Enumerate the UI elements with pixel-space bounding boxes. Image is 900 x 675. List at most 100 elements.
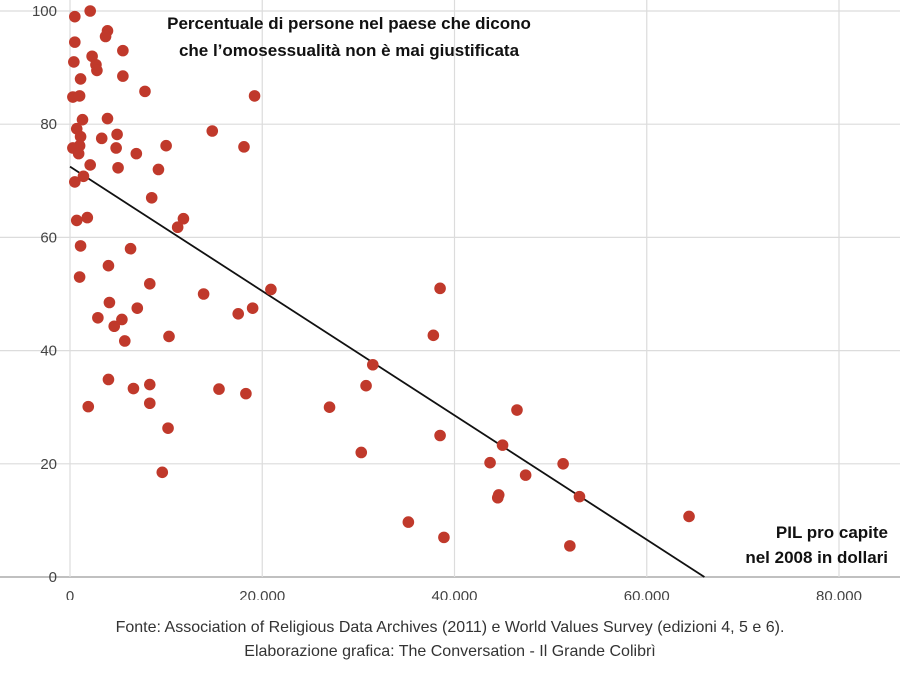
data-point	[124, 242, 137, 255]
tick-labels: 0 20 40 60 80 100 0 20.000 40.000 60.000 80.000	[32, 3, 862, 600]
y-tick-label: 20	[40, 456, 57, 473]
data-point	[127, 382, 140, 395]
source-line-1: Fonte: Association of Religious Data Arc…	[115, 619, 785, 636]
data-point	[111, 128, 123, 141]
x-tick-label: 80.000	[816, 588, 862, 600]
data-point	[73, 90, 86, 102]
grid-lines	[0, 0, 900, 578]
data-point	[99, 30, 112, 43]
data-point	[69, 36, 81, 48]
trendline-layer	[69, 165, 705, 578]
x-axis-label-line: nel 2008 in dollari	[745, 548, 888, 567]
data-point	[434, 429, 446, 442]
data-point	[511, 404, 523, 416]
annotations: Percentuale di persone nel paese che dic…	[167, 14, 888, 567]
y-tick-label: 40	[40, 343, 57, 360]
data-point	[130, 147, 143, 160]
data-point	[160, 139, 172, 152]
data-point	[265, 283, 277, 296]
data-point	[77, 170, 90, 183]
data-point	[177, 212, 190, 225]
data-point	[102, 259, 115, 272]
data-point	[95, 132, 108, 145]
data-point	[360, 379, 372, 392]
data-point	[110, 142, 122, 154]
data-point	[246, 302, 259, 314]
data-point	[238, 141, 250, 153]
data-point	[366, 358, 379, 371]
data-point	[496, 439, 509, 451]
data-point	[74, 240, 87, 252]
data-point	[131, 302, 144, 314]
data-point	[76, 113, 89, 126]
data-point	[102, 373, 115, 386]
data-point	[573, 490, 586, 503]
y-tick-label: 80	[40, 116, 57, 133]
x-tick-label: 60.000	[624, 588, 670, 600]
data-point	[117, 44, 129, 57]
data-point	[143, 397, 156, 410]
data-point	[427, 329, 440, 342]
data-point	[68, 56, 80, 68]
data-point	[213, 383, 225, 395]
x-tick-label: 40.000	[432, 588, 478, 600]
data-point	[564, 540, 576, 552]
y-tick-label: 0	[49, 569, 57, 586]
data-point	[116, 313, 128, 326]
data-point	[84, 5, 96, 17]
data-point	[74, 130, 87, 143]
data-point	[240, 387, 252, 400]
data-point	[156, 466, 169, 479]
data-point	[491, 491, 504, 504]
source-line-2: Elaborazione grafica: The Conversation -…	[244, 643, 656, 660]
data-points	[67, 5, 695, 552]
data-point	[197, 288, 210, 300]
data-point	[323, 401, 336, 414]
data-point	[92, 311, 104, 324]
x-axis-label-line: PIL pro capite	[776, 523, 888, 542]
data-point	[484, 456, 496, 469]
data-point	[355, 446, 368, 459]
data-point	[91, 64, 103, 77]
data-point	[145, 191, 158, 204]
data-point	[74, 73, 87, 85]
data-point	[103, 296, 116, 309]
data-point	[402, 516, 415, 528]
data-point	[69, 10, 81, 23]
trendline	[69, 165, 705, 578]
scatter-chart: 0 20 40 60 80 100 0 20.000 40.000 60.000 80.000 Pe…	[0, 0, 900, 600]
data-point	[118, 335, 131, 347]
data-point	[171, 221, 184, 234]
data-point	[108, 320, 121, 333]
data-point	[84, 159, 96, 171]
data-point	[69, 176, 81, 188]
data-point	[248, 90, 261, 102]
data-point	[232, 308, 245, 320]
data-point	[683, 510, 695, 523]
data-point	[438, 531, 450, 544]
data-point	[117, 70, 129, 82]
data-point	[139, 85, 151, 98]
data-point	[81, 211, 94, 224]
chart-title-line: che l’omosessualità non è mai giustifica…	[179, 41, 520, 60]
data-point	[152, 163, 165, 176]
y-tick-label: 60	[40, 229, 57, 246]
data-point	[70, 214, 83, 227]
data-point	[519, 469, 532, 481]
data-point	[82, 400, 95, 413]
data-point	[72, 147, 85, 160]
data-point	[557, 458, 569, 470]
x-tick-label: 20.000	[239, 588, 285, 600]
data-point	[101, 112, 114, 125]
x-tick-label: 0	[66, 588, 74, 600]
data-point	[143, 378, 156, 391]
data-point	[206, 125, 219, 137]
data-point	[434, 282, 446, 295]
data-point	[112, 161, 124, 174]
chart-title-line: Percentuale di persone nel paese che dic…	[167, 14, 531, 33]
data-point	[73, 271, 86, 283]
data-point	[163, 330, 175, 343]
y-tick-label: 100	[32, 3, 57, 20]
data-point	[162, 422, 174, 434]
data-point	[143, 278, 156, 290]
